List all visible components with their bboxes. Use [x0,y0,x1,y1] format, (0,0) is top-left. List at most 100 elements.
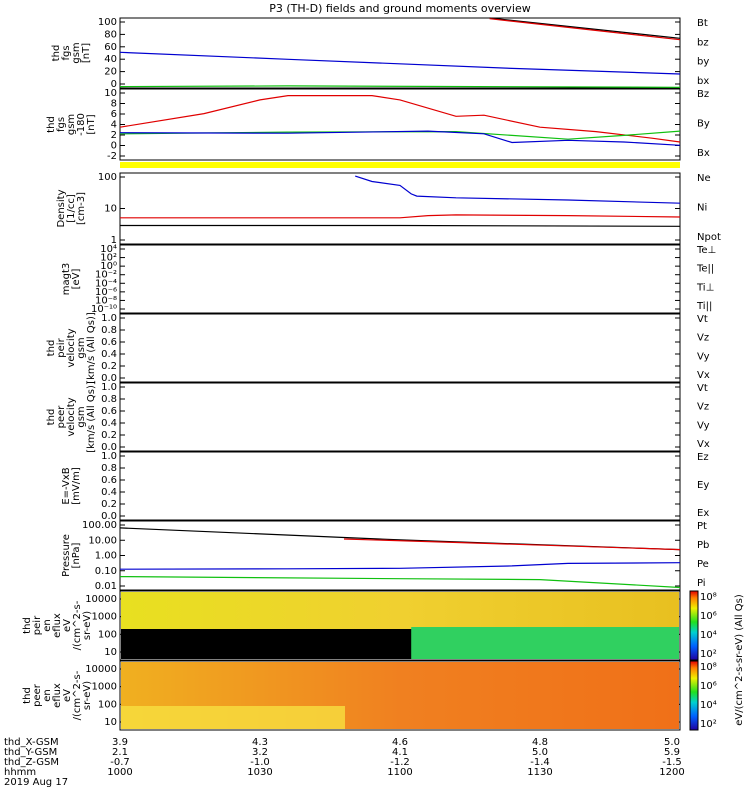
x-tick-value: 5.0 [532,747,548,758]
y-tick-label: 10 [104,717,117,728]
x-tick-value: -1.5 [662,757,682,768]
spectrogram-low-region [121,706,345,729]
y-axis-label: fgs [61,45,72,60]
y-tick-label: 10⁻⁸ [95,295,117,306]
panel-frame [119,313,681,383]
y-tick-label: 10.00 [88,535,117,546]
y-axis-label: gsm [76,337,87,358]
legend-entry: Pt [697,521,707,532]
y-tick-label: 20 [104,67,117,78]
y-axis-label: magt3 [61,263,72,296]
y-tick-label: 0.01 [95,581,117,592]
legend-entry: Ey [697,480,709,491]
x-tick-value: 1100 [387,767,412,778]
y-axis-label: thd [22,617,33,634]
x-tick-value: -1.2 [390,757,410,768]
y-axis-label: [eV] [71,269,82,290]
series-Pb [343,538,681,551]
colorbar-tick-label: 10⁴ [700,630,717,641]
x-tick-value: 3.9 [112,737,128,748]
series-Ne [120,214,681,219]
y-tick-label: 10⁻⁶ [95,287,117,298]
colorbar [689,660,699,731]
y-tick-label: 10 [104,204,117,215]
y-tick-label: 0.0 [101,511,117,522]
y-axis-label: en [42,689,53,702]
panel-peir-eflux: 10000 1000 100 10 thd peir en eflux eV/(cm^2-s-s… [22,590,717,661]
y-axis-label: Density [56,189,67,227]
y-axis-label: thd [46,409,57,426]
x-tick-value: -1.0 [250,757,270,768]
y-tick-label: 10² [100,253,117,264]
y-tick-label: 100.00 [82,520,117,531]
y-tick-label: 10⁴ [100,244,117,255]
y-tick-label: 0 [111,141,117,152]
series-Bt [489,17,681,39]
colorbar-tick-label: 10⁸ [700,592,717,603]
panel-efield: 1.00.80.60.40.20.0 E=-VxB [mV/m] Ez Ey Ex [61,451,709,522]
x-tick-value: 4.1 [392,747,408,758]
x-tick-value: 2.1 [112,747,128,758]
y-tick-label: 8 [111,99,117,110]
x-row-label: hhmm [4,767,36,778]
spectrogram-low-region [121,629,413,659]
legend-entry: Pi [697,578,706,589]
y-axis-label: [km/s (All Qs)] [86,312,97,384]
series-Bx [119,130,681,146]
legend-entry: Te⊥ [696,245,716,256]
y-tick-label: 1.0 [101,313,117,324]
legend-entry: by [697,57,709,68]
x-tick-value: -0.7 [110,757,130,768]
x-row-label: thd_Z-GSM [4,757,59,768]
legend-entry: Bz [697,89,709,100]
y-tick-label: 1000 [92,612,117,623]
y-axis-label: E=-VxB [61,467,72,504]
y-tick-label: 1000 [92,682,117,693]
legend-entry: Ez [697,452,709,463]
y-tick-label: 0.4 [101,349,117,360]
colorbar-tick-label: 10⁸ [700,662,717,673]
x-tick-value: 1200 [659,767,684,778]
legend-entry: bx [697,76,709,87]
y-axis-label: thd [46,116,57,133]
y-tick-label: 1 [111,235,117,246]
legend-entry: By [697,119,710,130]
y-tick-label: 10 [104,647,117,658]
y-tick-label: 10⁻⁴ [95,278,117,289]
x-tick-value: 1030 [247,767,272,778]
legend-entry: Vt [697,314,708,325]
colorbar-tick-label: 10⁴ [700,700,717,711]
x-tick-value: 1000 [107,767,132,778]
series-By [119,130,681,140]
y-tick-label: 0.6 [101,337,117,348]
legend-entry: Vx [697,439,710,450]
y-axis-label: Pressure [61,534,72,577]
y-axis-label: gsm [66,114,77,135]
y-tick-label: 10⁻² [95,270,117,281]
legend-entry: Ne [697,173,711,184]
y-tick-label: 60 [104,42,117,53]
colorbar-tick-label: 10⁶ [700,681,717,692]
legend-entry: Vy [697,420,710,431]
y-axis-label: [nPa] [71,542,82,568]
y-axis-label: thd [46,340,57,357]
y-tick-label: 0.0 [101,373,117,384]
y-axis-label: velocity [66,397,77,436]
y-tick-label: 40 [104,54,117,65]
legend-entry: Vy [697,351,710,362]
y-tick-label: 0.8 [101,394,117,405]
y-tick-label: 80 [104,29,117,40]
series-bx [119,51,681,75]
y-axis-label: /(cm^2-s- [72,600,83,650]
y-tick-label: 0.6 [101,406,117,417]
y-tick-label: 2 [111,130,117,141]
series-Bz [119,94,681,143]
y-axis-label: eV [62,689,73,702]
y-tick-label: 10⁻¹⁰ [91,304,117,315]
y-tick-label: 100 [98,172,117,183]
y-axis-label: thd [22,687,33,704]
colorbar [689,590,699,661]
legend-entry: Pe [697,559,709,570]
